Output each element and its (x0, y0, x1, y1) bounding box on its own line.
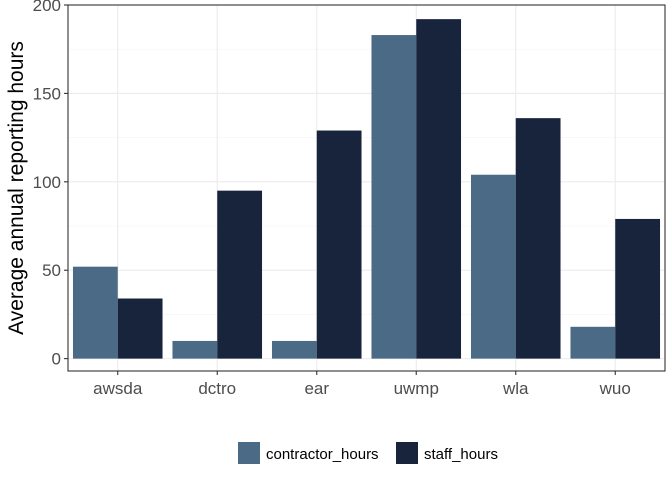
x-tick-label: ear (304, 379, 329, 398)
bar-staff_hours-awsda (117, 298, 163, 359)
bar-contractor_hours-dctro (172, 340, 218, 359)
bar-contractor_hours-wla (470, 174, 516, 359)
y-tick-label: 0 (52, 350, 61, 369)
y-tick-label: 200 (33, 0, 61, 15)
legend-key-contractor_hours (238, 442, 260, 464)
x-tick-label: dctro (198, 379, 236, 398)
panel-border (67, 4, 666, 372)
x-axis: awsda dctro ear uwmp wla wuo (93, 371, 631, 398)
bar-staff_hours-wla (515, 118, 561, 359)
x-tick-label: wla (502, 379, 529, 398)
legend: contractor_hours staff_hours (238, 442, 498, 464)
bar-staff_hours-uwmp (416, 19, 462, 359)
x-tick-label: uwmp (394, 379, 439, 398)
y-tick-label: 50 (42, 261, 61, 280)
x-tick-label: awsda (93, 379, 143, 398)
bar-contractor_hours-ear (271, 340, 317, 359)
y-axis: 0 50 100 150 200 (33, 0, 68, 369)
x-tick-label: wuo (599, 379, 631, 398)
bar-staff_hours-ear (316, 130, 362, 359)
legend-label-staff_hours: staff_hours (424, 446, 498, 463)
y-tick-label: 100 (33, 173, 61, 192)
y-axis-title: Average annual reporting hours (5, 41, 28, 335)
legend-key-staff_hours (396, 442, 418, 464)
legend-label-contractor_hours: contractor_hours (266, 446, 379, 463)
bar-staff_hours-wuo (615, 218, 661, 359)
bar-staff_hours-dctro (217, 190, 263, 359)
bars (72, 19, 661, 359)
y-tick-label: 150 (33, 84, 61, 103)
bar-contractor_hours-awsda (72, 266, 118, 359)
minor-gridlines (68, 48, 665, 315)
bar-contractor_hours-uwmp (371, 35, 417, 359)
bar-contractor_hours-wuo (570, 326, 616, 359)
